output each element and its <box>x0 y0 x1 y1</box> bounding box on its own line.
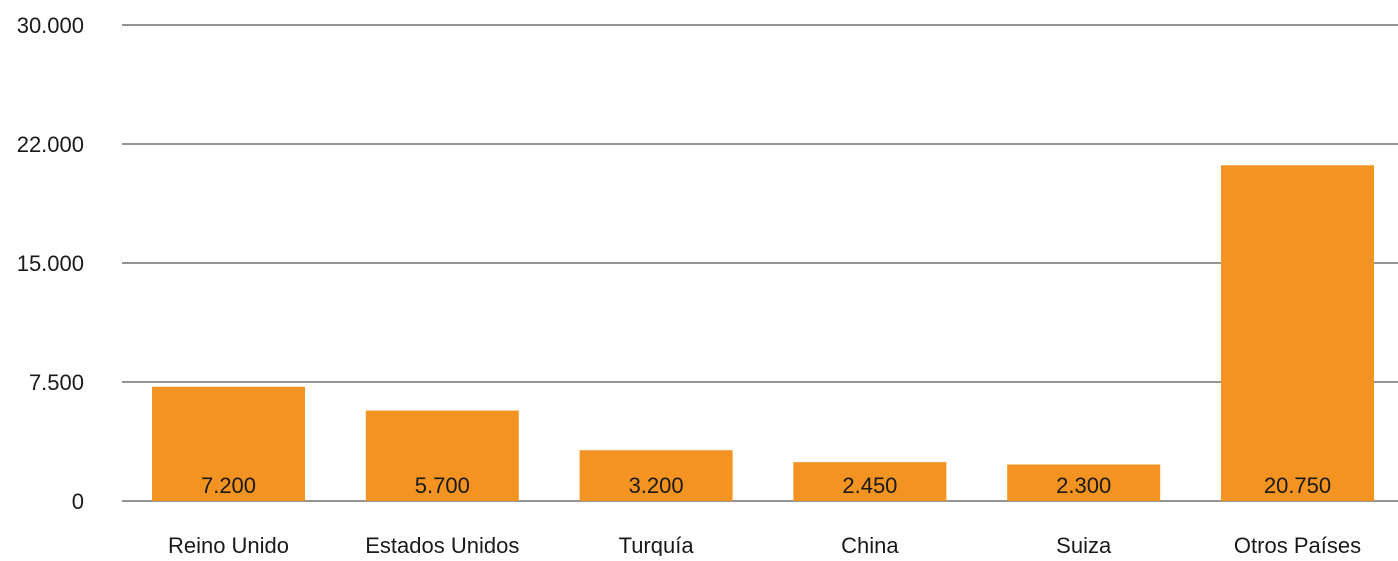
category-label: Estados Unidos <box>365 533 519 556</box>
data-label: 2.450 <box>842 473 897 498</box>
y-tick-label: 0 <box>72 489 84 514</box>
bar-otros-países <box>1221 165 1374 501</box>
bar-suiza <box>1007 464 1161 501</box>
y-tick-label: 30.000 <box>17 13 84 38</box>
data-labels: 7.200 5.700 3.200 2.450 2.300 20.750 <box>201 473 1331 498</box>
data-label: 20.750 <box>1264 473 1331 498</box>
bar-reino-unido <box>152 386 305 501</box>
y-tick-label: 22.000 <box>17 132 84 157</box>
gridlines <box>122 24 1398 502</box>
bar-china <box>793 462 947 501</box>
category-label: China <box>841 533 899 556</box>
category-label: Suiza <box>1056 533 1112 556</box>
category-label: Turquía <box>619 533 695 556</box>
bars <box>152 165 1374 501</box>
category-label: Reino Unido <box>168 533 289 556</box>
x-axis-categories: Reino Unido Estados Unidos Turquía China Sui… <box>168 533 1361 558</box>
y-tick-label: 15.000 <box>17 251 84 276</box>
y-axis-ticks: 0 7.500 15.000 22.000 30.000 <box>17 13 84 514</box>
data-label: 7.200 <box>201 473 256 498</box>
bar-estados-unidos <box>365 410 519 501</box>
category-label: Otros Países <box>1234 533 1361 556</box>
y-tick-label: 7.500 <box>29 370 84 395</box>
data-label: 5.700 <box>415 473 470 498</box>
data-label: 2.300 <box>1056 473 1111 498</box>
data-label: 3.200 <box>629 473 684 498</box>
bar-turquía <box>579 450 733 501</box>
